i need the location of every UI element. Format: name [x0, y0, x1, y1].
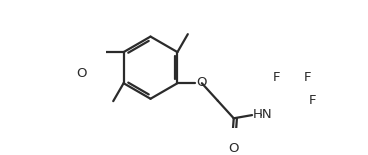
Text: O: O [196, 76, 206, 89]
Text: HN: HN [253, 108, 272, 121]
Text: F: F [309, 94, 316, 107]
Text: F: F [272, 71, 280, 84]
Text: F: F [304, 71, 311, 84]
Text: O: O [229, 142, 239, 155]
Text: O: O [77, 67, 87, 80]
